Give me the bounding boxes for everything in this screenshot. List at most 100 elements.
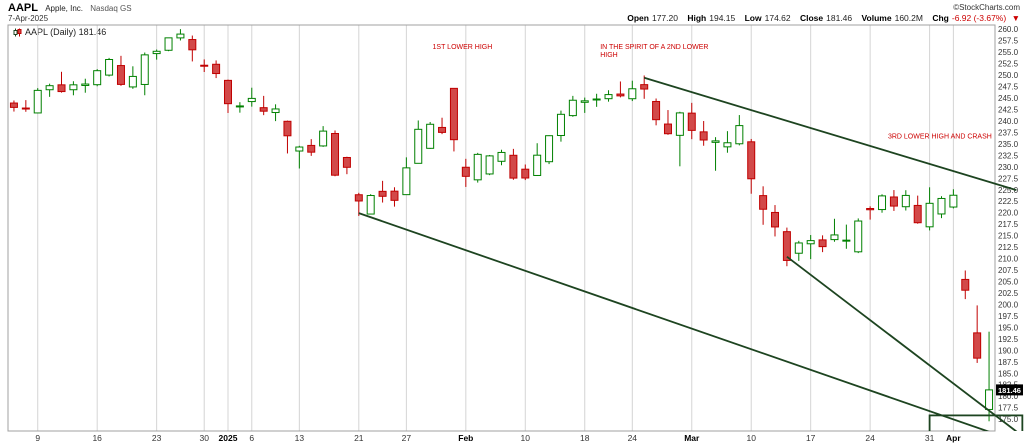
close-label: Close bbox=[799, 13, 824, 23]
x-axis-label: 17 bbox=[806, 433, 816, 443]
candle-body bbox=[854, 220, 863, 253]
x-axis-label: 21 bbox=[354, 433, 364, 443]
candle-body bbox=[176, 33, 185, 39]
candle-body bbox=[402, 167, 411, 196]
candle-body bbox=[271, 108, 280, 114]
ticker-header: AAPL Apple, Inc. Nasdaq GS bbox=[8, 2, 132, 14]
volume-value: 160.2M bbox=[894, 13, 923, 23]
x-axis-label: 13 bbox=[295, 433, 305, 443]
candle-body bbox=[521, 168, 530, 179]
candle-body bbox=[699, 131, 708, 141]
candle-body bbox=[533, 154, 542, 176]
candle-body bbox=[295, 146, 304, 152]
candle-body bbox=[711, 140, 720, 143]
annotation-texts: 1ST LOWER HIGH IN THE SPIRIT OF A 2ND LOW… bbox=[433, 44, 992, 140]
candle-body bbox=[9, 102, 18, 108]
candle-body bbox=[331, 132, 340, 176]
candle-body bbox=[105, 58, 114, 76]
candle-body bbox=[188, 39, 197, 51]
candle-body bbox=[937, 197, 946, 215]
candle-body bbox=[21, 107, 30, 110]
candle-body bbox=[878, 195, 887, 211]
candle-body bbox=[901, 194, 910, 208]
candle-body bbox=[782, 231, 791, 261]
y-axis-label: 195.0 bbox=[998, 323, 1019, 332]
y-axis-label: 190.0 bbox=[998, 346, 1019, 355]
candle-body bbox=[366, 195, 375, 215]
candle-body bbox=[485, 155, 494, 175]
trendline bbox=[358, 212, 990, 431]
candle-body bbox=[223, 79, 232, 105]
candle-body bbox=[57, 84, 66, 93]
y-axis-label: 175.0 bbox=[998, 415, 1019, 424]
y-axis-label: 222.5 bbox=[998, 197, 1019, 206]
candle-body bbox=[628, 88, 637, 100]
candle-body bbox=[592, 98, 601, 101]
candle-body bbox=[259, 107, 268, 112]
candle-body bbox=[461, 166, 470, 177]
candle-body bbox=[342, 156, 351, 168]
y-axis-label: 200.0 bbox=[998, 300, 1019, 309]
trendlines bbox=[358, 76, 1024, 431]
candle-body bbox=[818, 239, 827, 248]
candle-body bbox=[473, 153, 482, 181]
candle-body bbox=[33, 89, 42, 114]
chg-label: Chg bbox=[932, 13, 949, 23]
candle-body bbox=[675, 112, 684, 136]
candle-body bbox=[45, 85, 54, 91]
x-axis: 9 16 23 30 2025 6 13 21 27 Feb 10 18 24 Mar 10 17 24 31 Ap… bbox=[35, 433, 961, 443]
open-value: 177.20 bbox=[651, 13, 678, 23]
annotation-box bbox=[928, 414, 1024, 431]
candle-body bbox=[580, 100, 589, 103]
candle-body bbox=[735, 125, 744, 145]
y-axis-label: 235.0 bbox=[998, 140, 1019, 149]
candle-body bbox=[866, 208, 875, 211]
y-axis-label: 242.5 bbox=[998, 105, 1019, 114]
candle-body bbox=[116, 65, 125, 85]
open-label: Open bbox=[627, 13, 649, 23]
y-axis-label: 185.0 bbox=[998, 369, 1019, 378]
candle-body bbox=[69, 84, 78, 91]
candle-body bbox=[307, 144, 316, 153]
grid-lines bbox=[37, 25, 954, 431]
y-axis-label: 220.0 bbox=[998, 209, 1019, 218]
stockcharts-credit-link[interactable]: ©StockCharts.com bbox=[953, 3, 1020, 12]
candle-body bbox=[723, 142, 732, 148]
x-axis-label: 30 bbox=[199, 433, 209, 443]
y-axis-label: 212.5 bbox=[998, 243, 1019, 252]
candle-body bbox=[663, 123, 672, 135]
candle-body bbox=[985, 389, 994, 410]
candle-body bbox=[438, 126, 447, 133]
x-axis-label: 10 bbox=[521, 433, 531, 443]
candle-body bbox=[889, 196, 898, 207]
high-value: 194.15 bbox=[709, 13, 736, 23]
candle-body bbox=[152, 50, 161, 55]
candle-body bbox=[426, 123, 435, 149]
candle-body bbox=[283, 120, 292, 137]
candle-body bbox=[949, 194, 958, 208]
y-axis-label: 215.0 bbox=[998, 232, 1019, 241]
y-axis-label: 202.5 bbox=[998, 289, 1019, 298]
last-price-tag bbox=[996, 384, 1023, 396]
y-axis-label: 180.0 bbox=[998, 392, 1019, 401]
close-value: 181.46 bbox=[826, 13, 853, 23]
x-axis-label: Mar bbox=[684, 433, 700, 443]
y-axis-label: 255.0 bbox=[998, 48, 1019, 57]
candle-body bbox=[806, 240, 815, 245]
candle-body bbox=[235, 105, 244, 108]
y-axis: 260.0 257.5 255.0 252.5 250.0 247.5 245.0 242.5… bbox=[998, 25, 1019, 424]
y-axis-label: 240.0 bbox=[998, 117, 1019, 126]
y-axis-label: 205.0 bbox=[998, 278, 1019, 287]
candle-body bbox=[93, 70, 102, 86]
y-axis-label: 260.0 bbox=[998, 25, 1019, 34]
candle-body bbox=[771, 211, 780, 228]
y-axis-label: 197.5 bbox=[998, 312, 1019, 321]
candle-body bbox=[652, 100, 661, 121]
candle-body bbox=[414, 128, 423, 164]
trendline bbox=[643, 76, 1017, 192]
y-axis-label: 207.5 bbox=[998, 266, 1019, 275]
candle-body bbox=[319, 130, 328, 147]
candle-body bbox=[545, 135, 554, 163]
y-axis-label: 225.0 bbox=[998, 186, 1019, 195]
